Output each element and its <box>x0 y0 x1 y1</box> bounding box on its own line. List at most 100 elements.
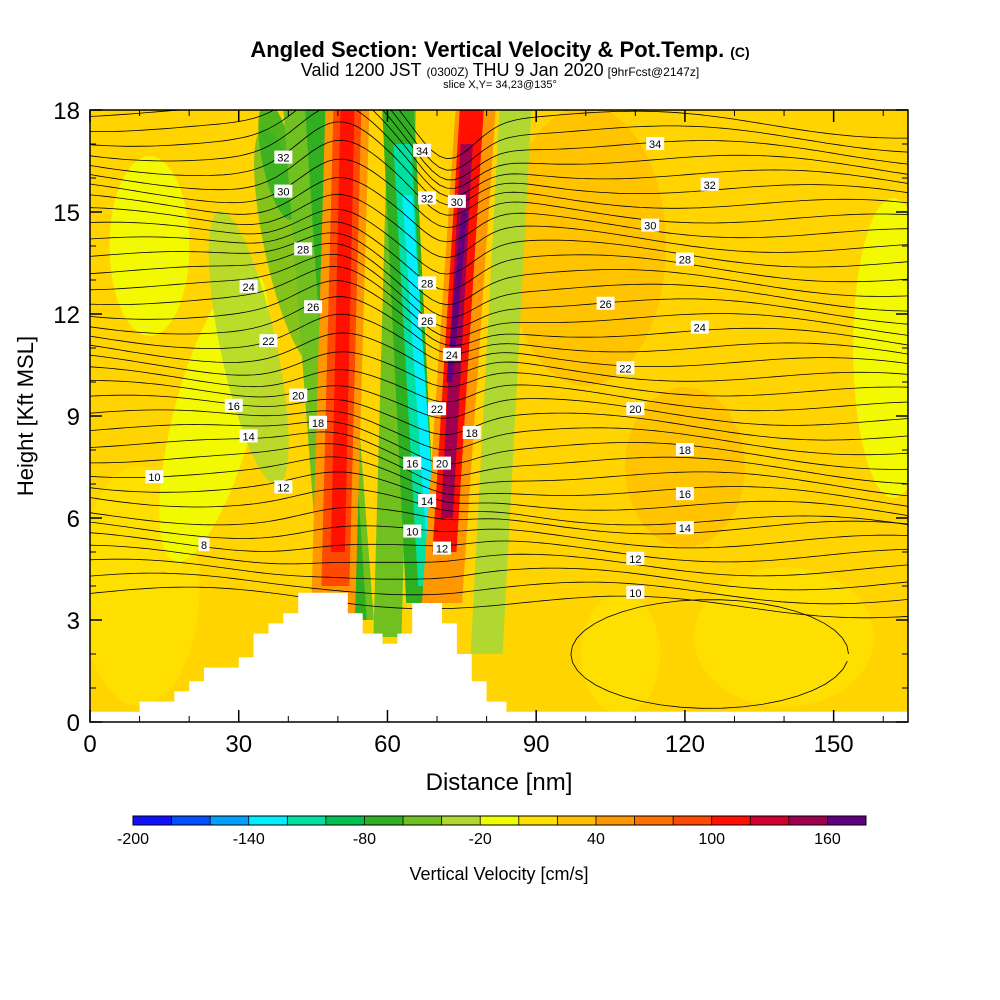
contour-label-bg <box>145 470 164 484</box>
pot-temp-contour-line <box>90 409 908 456</box>
contour-label: 28 <box>294 242 313 256</box>
colorbar-swatch <box>403 816 443 825</box>
pot-temp-contour-line <box>90 110 908 181</box>
contour-label: 22 <box>259 334 278 348</box>
pot-temp-contour-line <box>90 521 908 549</box>
contour-label-text: 10 <box>148 472 160 484</box>
contour-label-bg <box>462 426 481 439</box>
contour-label: 18 <box>309 415 328 430</box>
contour-label-text: 32 <box>277 153 289 165</box>
colorbar-swatch <box>364 816 404 825</box>
contour-label-bg <box>675 487 694 501</box>
contour-label-bg <box>239 279 258 293</box>
contour-label: 12 <box>626 551 645 566</box>
contour-label-text: 16 <box>228 401 240 413</box>
pot-temp-contour-line <box>90 296 908 355</box>
pot-temp-contour-line <box>90 532 908 563</box>
x-tick-label: 30 <box>225 731 252 758</box>
contour-label-text: 16 <box>679 489 691 501</box>
contour-label-text: 12 <box>436 544 448 556</box>
downdraft-band <box>402 195 438 552</box>
pot-temp-contour-line <box>90 586 908 619</box>
contour-label-text: 34 <box>416 146 428 158</box>
pot-temp-contour-line <box>90 313 908 368</box>
contour-label-text: 8 <box>201 540 207 552</box>
pot-temp-contour-line <box>570 599 849 709</box>
colorbar-swatch <box>595 816 636 825</box>
y-tick-label: 6 <box>67 506 80 533</box>
contour-label-text: 22 <box>619 363 631 375</box>
pot-temp-contour-line <box>90 558 908 591</box>
updraft-band <box>446 212 468 382</box>
contour-label-bg <box>432 456 451 470</box>
x-axis-label: Distance [nm] <box>426 769 573 796</box>
pot-temp-contour-line <box>90 177 908 243</box>
pot-temp-contour-line <box>90 431 908 485</box>
y-axis-label: Height [Kft MSL] <box>13 336 38 496</box>
pot-temp-contour-line <box>90 471 908 516</box>
contour-label: 16 <box>403 456 422 471</box>
contour-label-bg <box>418 494 437 507</box>
pot-temp-contour-labels: 8 10 10 10 12 12 12 14 14 14 16 16 16 18 18 18 20 20 20 22 2… <box>145 137 719 600</box>
contour-label: 24 <box>239 279 258 294</box>
field-cell <box>580 594 661 714</box>
contour-label-text: 10 <box>629 588 641 600</box>
axes: 0 30 60 90 120 150 0 3 6 9 12 15 18 <box>53 98 908 758</box>
chart-slice-line: slice X,Y= 34,23@135° <box>443 79 557 91</box>
contour-label: 32 <box>274 150 293 165</box>
colorbar-swatch <box>634 816 674 825</box>
pot-temp-contour-line <box>90 544 908 577</box>
contour-label-text: 30 <box>451 197 463 209</box>
pot-temp-contour-line <box>90 221 908 291</box>
contour-label-text: 26 <box>307 302 319 314</box>
terrain <box>90 592 908 722</box>
pot-temp-contour-line <box>90 280 908 347</box>
contour-label: 16 <box>224 398 243 413</box>
colorbar-label: Vertical Velocity [cm/s] <box>409 864 588 884</box>
contour-label: 28 <box>675 252 694 267</box>
contour-label-text: 20 <box>629 404 641 416</box>
contour-label: 20 <box>432 456 451 471</box>
x-tick-label: 120 <box>665 731 705 758</box>
contour-label-bg <box>418 313 437 327</box>
contour-label: 8 <box>198 538 210 552</box>
colorbar-swatch <box>325 816 365 825</box>
colorbar-tick-label: -140 <box>233 831 265 848</box>
contour-label-bg <box>259 334 278 348</box>
field-cell <box>505 110 666 386</box>
contour-label: 30 <box>641 218 660 233</box>
contour-label-text: 20 <box>292 391 304 403</box>
x-tick-label: 150 <box>814 731 854 758</box>
pot-temp-contour-line <box>90 266 908 338</box>
contour-label-bg <box>675 443 694 456</box>
contour-label-bg <box>418 191 437 205</box>
contour-label-text: 12 <box>277 482 289 494</box>
contour-label-text: 18 <box>312 418 324 430</box>
contour-label: 26 <box>304 300 323 314</box>
colorbar-tick-label: 40 <box>587 831 605 848</box>
contour-label-text: 20 <box>436 459 448 471</box>
contour-label-text: 24 <box>243 282 255 294</box>
contour-label-text: 28 <box>297 244 309 256</box>
contour-label-text: 16 <box>406 459 418 471</box>
x-tick-label: 0 <box>83 731 96 758</box>
chart-title: Angled Section: Vertical Velocity & Pot.… <box>250 37 749 62</box>
contour-label-text: 18 <box>679 445 691 457</box>
contour-label-text: 28 <box>421 278 433 290</box>
contour-label: 32 <box>418 191 437 205</box>
pot-temp-contour-line <box>90 110 908 197</box>
field-cell <box>208 210 289 486</box>
contour-label-text: 22 <box>262 336 274 348</box>
terrain-profile <box>90 592 908 722</box>
contour-label: 14 <box>418 494 437 508</box>
contour-label-text: 12 <box>629 554 641 566</box>
y-tick-label: 3 <box>67 608 80 635</box>
contour-label-text: 28 <box>679 255 691 267</box>
pot-temp-contour-line <box>90 232 908 306</box>
contour-label-bg <box>675 521 694 535</box>
pot-temp-contour-line <box>90 443 908 497</box>
contour-label-bg <box>309 415 328 429</box>
contour-label-bg <box>596 296 615 310</box>
contour-label: 34 <box>413 143 432 158</box>
colorbar-frame <box>132 815 867 826</box>
